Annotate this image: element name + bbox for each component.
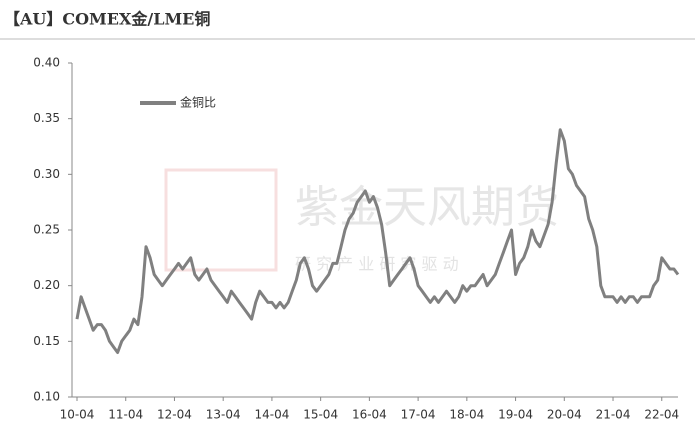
watermark: 紫金天风期货 bbox=[295, 182, 559, 233]
x-tick-label: 17-04 bbox=[401, 408, 436, 422]
chart-title: 【AU】COMEX金/LME铜 bbox=[4, 10, 210, 29]
watermark-sub: 研 究 产 业 研 究 驱 动 bbox=[295, 255, 459, 274]
legend-label: 金铜比 bbox=[180, 95, 216, 110]
x-tick-label: 16-04 bbox=[352, 408, 387, 422]
x-tick-label: 14-04 bbox=[254, 408, 289, 422]
y-tick-label: 0.10 bbox=[33, 390, 60, 404]
x-tick-label: 15-04 bbox=[303, 408, 338, 422]
y-tick-label: 0.35 bbox=[33, 111, 60, 125]
series-line bbox=[75, 128, 680, 354]
y-tick-label: 0.30 bbox=[33, 167, 60, 181]
x-tick-label: 21-04 bbox=[596, 408, 631, 422]
x-tick-label: 18-04 bbox=[449, 408, 484, 422]
y-tick-label: 0.20 bbox=[33, 278, 60, 292]
x-tick-label: 12-04 bbox=[157, 408, 192, 422]
watermark-logo bbox=[164, 168, 278, 272]
x-tick-label: 11-04 bbox=[108, 408, 143, 422]
x-tick-label: 19-04 bbox=[498, 408, 533, 422]
y-tick-label: 0.40 bbox=[33, 56, 60, 70]
x-tick-label: 20-04 bbox=[547, 408, 582, 422]
x-tick-label: 13-04 bbox=[206, 408, 241, 422]
y-tick-label: 0.25 bbox=[33, 223, 60, 237]
y-tick-label: 0.15 bbox=[33, 334, 60, 348]
x-tick-label: 10-04 bbox=[60, 408, 95, 422]
x-tick-label: 22-04 bbox=[644, 408, 679, 422]
